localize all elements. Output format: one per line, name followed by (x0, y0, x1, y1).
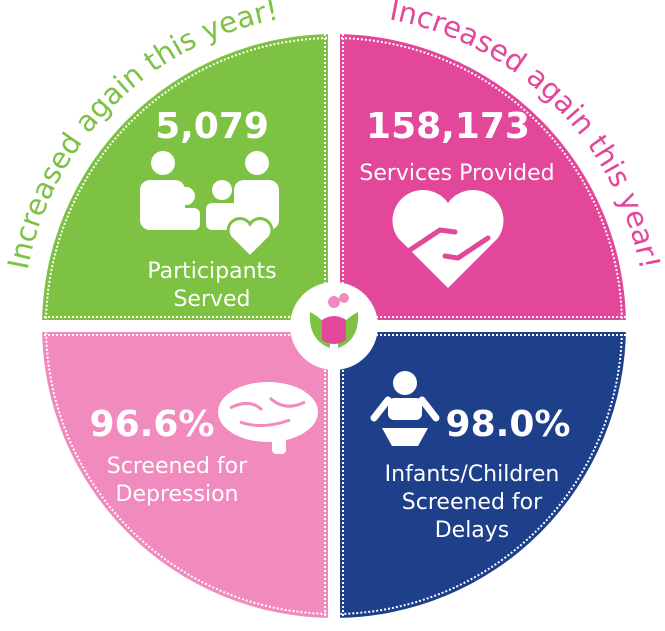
stat-label: Screened for (107, 454, 248, 479)
stat-label: Served (173, 287, 250, 312)
hands (407, 227, 491, 261)
baby-icon (370, 371, 440, 446)
stat-value: 158,173 (366, 106, 530, 147)
stat-label: Depression (116, 482, 239, 507)
stat-label: Services Provided (359, 161, 554, 186)
stat-label: Participants (147, 259, 276, 284)
stat-value: 98.0% (446, 404, 571, 445)
dotted-rim (45, 37, 623, 615)
stat-value: 5,079 (155, 106, 269, 147)
stat-value: 96.6% (90, 404, 215, 445)
family-icon (140, 151, 279, 260)
brain-icon (218, 382, 318, 454)
stat-label: Delays (435, 518, 510, 543)
heart-hands-icon (392, 189, 504, 288)
stat-label: Infants/Children (385, 462, 560, 487)
logo (309, 293, 359, 348)
stat-label: Screened for (402, 490, 543, 515)
